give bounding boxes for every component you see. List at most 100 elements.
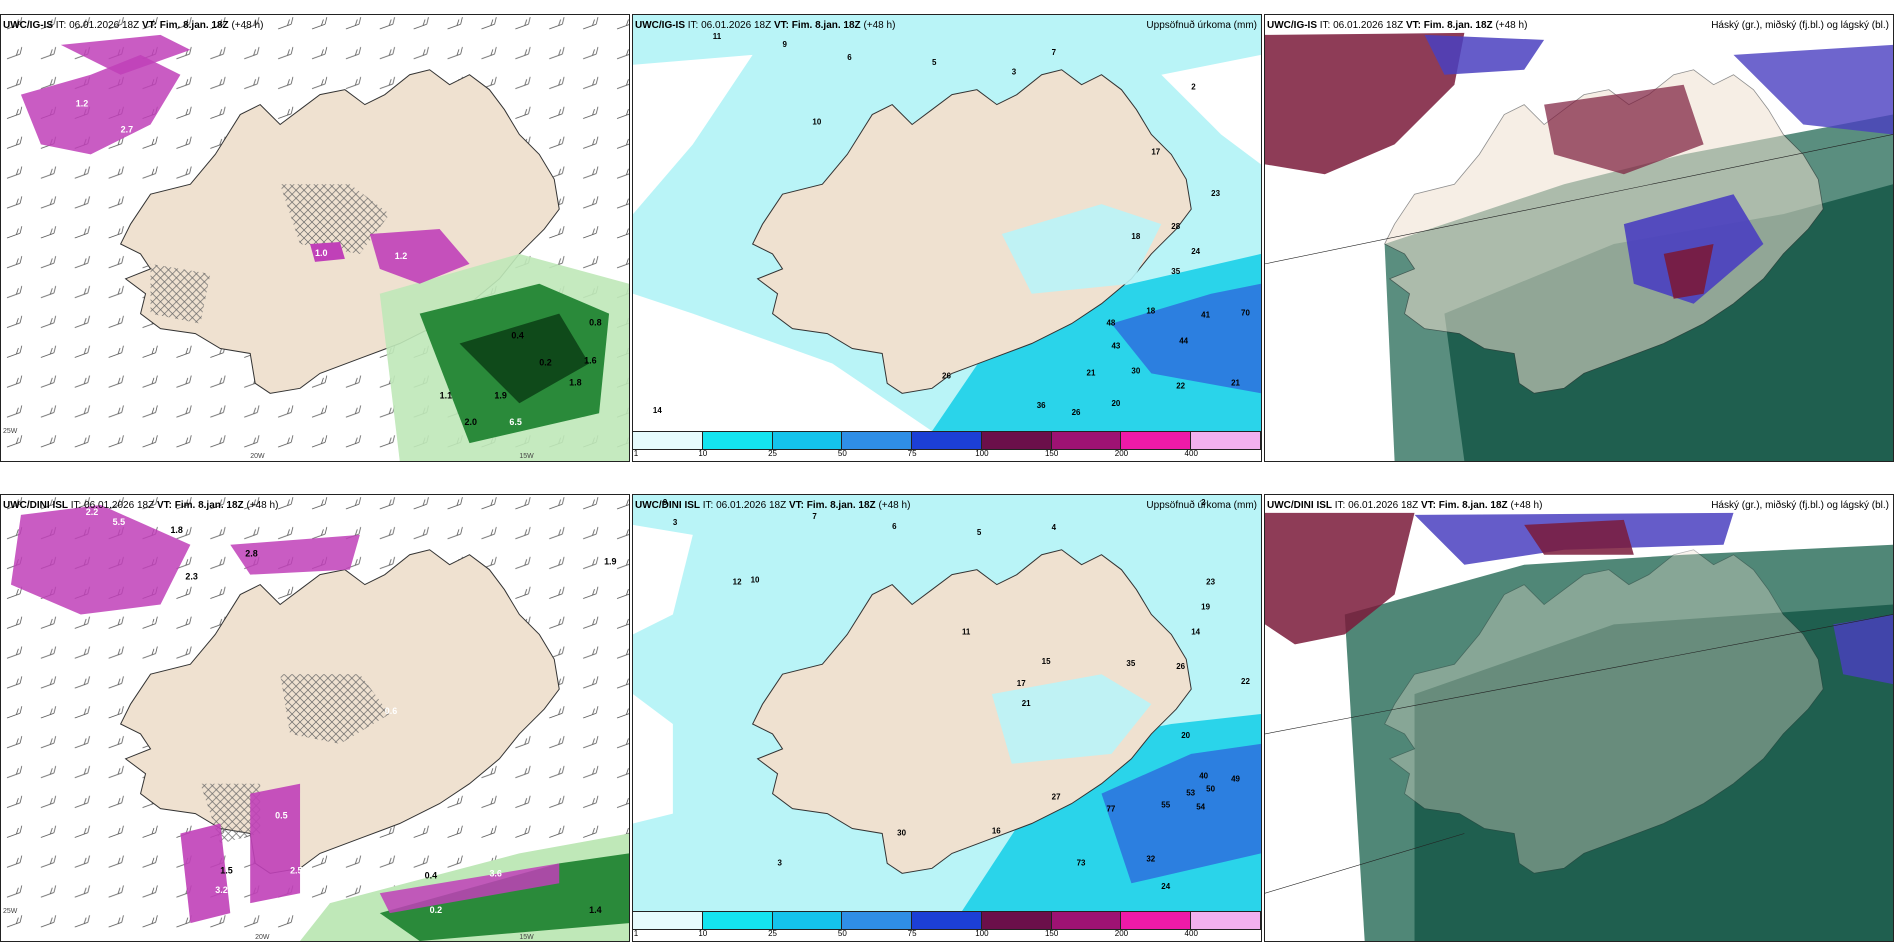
value-label: 3	[673, 518, 678, 527]
value-label: 16	[992, 826, 1001, 835]
value-label: 6	[892, 522, 897, 531]
value-label: 19	[1201, 602, 1210, 611]
value-label: 5.5	[113, 517, 125, 527]
value-label: 49	[1231, 775, 1240, 784]
value-label: 21	[1087, 368, 1096, 377]
legend-swatch	[1121, 912, 1192, 929]
map-wind-snow: 2.7 1.2 1.2 1.0 0.8 1.6 0.2 1.8 1.9 2.0 …	[1, 15, 629, 461]
legend-swatch	[981, 912, 1052, 929]
legend-tick: 10	[698, 929, 708, 938]
value-label: 50	[1206, 785, 1215, 794]
panel-title: UWC/DINI ISL IT: 06.01.2026 18Z VT: Fim.…	[3, 500, 279, 511]
panel-title: UWC/DINI ISL IT: 06.01.2026 18Z VT: Fim.…	[1267, 500, 1543, 511]
legend-swatch	[842, 912, 913, 929]
panel-windsnow-dini: UWC/DINI ISL IT: 06.01.2026 18Z VT: Fim.…	[0, 494, 630, 942]
panel-clouds-igis: UWC/IG-IS IT: 06.01.2026 18Z VT: Fim. 8.…	[1264, 14, 1894, 462]
value-label: 9	[783, 40, 788, 49]
value-label: 0.2	[430, 905, 442, 915]
value-label: 17	[1017, 679, 1026, 688]
value-label: 2	[1201, 498, 1206, 507]
value-label: 21	[1231, 378, 1240, 387]
value-label: 23	[1206, 578, 1215, 587]
legend-tick: 75	[907, 929, 917, 938]
map-clouds	[1265, 15, 1893, 461]
value-label: 1.0	[315, 248, 327, 258]
value-label: 6	[847, 53, 852, 62]
value-label: 2.7	[121, 124, 133, 134]
value-label: 55	[1161, 801, 1170, 810]
value-label: 24	[1191, 247, 1200, 256]
legend-tick: 400	[1184, 929, 1198, 938]
value-label: 26	[942, 371, 951, 380]
value-label: 35	[1171, 267, 1180, 276]
value-label: 1.4	[589, 905, 601, 915]
value-label: 70	[1241, 309, 1250, 318]
value-label: 11	[962, 627, 971, 636]
value-label: 30	[897, 828, 906, 837]
value-label: 0.8	[151, 604, 163, 614]
panel-subtitle: Háský (gr.), miðský (fj.bl.) og lágský (…	[1711, 20, 1889, 31]
value-label: 6.5	[509, 417, 521, 427]
legend-swatch	[1121, 432, 1192, 449]
value-label: 2.2	[86, 507, 98, 517]
value-label: 44	[1179, 337, 1188, 346]
legend-swatch	[1191, 432, 1261, 449]
value-label: 2	[1191, 83, 1196, 92]
panel-subtitle: Uppsöfnuð úrkoma (mm)	[1146, 20, 1257, 31]
value-label: 20	[1111, 399, 1120, 408]
value-label: 17	[1151, 147, 1160, 156]
value-label: 1.5	[220, 865, 232, 875]
legend-swatch	[1051, 912, 1122, 929]
map-wind-snow: 2.2 5.5 1.8 2.3 2.8 1.9 0.8 1.3 0.6 0.5 …	[1, 495, 629, 941]
value-label: 1.8	[569, 377, 581, 387]
value-label: 22	[1241, 677, 1250, 686]
value-label: 18	[1146, 307, 1155, 316]
value-label: 1.8	[170, 525, 182, 535]
legend-swatch	[772, 912, 843, 929]
value-label: 26	[1176, 662, 1185, 671]
value-label: 32	[1146, 854, 1155, 863]
value-label: 20	[1181, 731, 1190, 740]
legend-swatch	[772, 432, 843, 449]
value-label: 1.9	[604, 557, 616, 567]
value-label: 0.4	[511, 331, 523, 341]
legend-tick: 50	[837, 449, 847, 458]
value-label: 2.8	[245, 549, 257, 559]
svg-text:20W: 20W	[255, 934, 270, 941]
panel-precip-igis: UWC/IG-IS IT: 06.01.2026 18Z VT: Fim. 8.…	[632, 14, 1262, 462]
legend-tick: 50	[837, 929, 847, 938]
legend-tick: 200	[1114, 449, 1129, 458]
legend-swatch	[702, 432, 773, 449]
panel-title: UWC/IG-IS IT: 06.01.2026 18Z VT: Fim. 8.…	[1267, 20, 1528, 31]
value-label: 14	[1191, 627, 1200, 636]
svg-text:15W: 15W	[519, 934, 534, 941]
value-label: 1.2	[395, 251, 407, 261]
legend-tick: 1	[633, 449, 639, 458]
value-label: 27	[1052, 793, 1061, 802]
value-label: 18	[1131, 232, 1140, 241]
panel-subtitle: Háský (gr.), miðský (fj.bl.) og lágský (…	[1711, 500, 1889, 511]
legend-swatch	[912, 432, 982, 449]
value-label: 0.4	[425, 870, 437, 880]
value-label: 10	[812, 118, 821, 127]
value-label: 3	[1012, 68, 1017, 77]
legend-tick: 200	[1114, 929, 1129, 938]
svg-text:20W: 20W	[250, 453, 265, 460]
value-label: 7	[1052, 48, 1057, 57]
legend-tick: 1	[633, 929, 639, 938]
value-label: 36	[1037, 401, 1046, 410]
value-label: 53	[1186, 789, 1195, 798]
panel-title: UWC/DINI ISL IT: 06.01.2026 18Z VT: Fim.…	[635, 500, 911, 511]
panel-title: UWC/IG-IS IT: 06.01.2026 18Z VT: Fim. 8.…	[3, 20, 264, 31]
svg-text:25W: 25W	[3, 908, 18, 915]
value-label: 48	[1106, 319, 1115, 328]
legend-tick: 10	[698, 449, 708, 458]
svg-text:25W: 25W	[3, 428, 18, 435]
value-label: 1.1	[440, 390, 452, 400]
value-label: 5	[932, 58, 937, 67]
value-label: 54	[1196, 803, 1205, 812]
value-label: 77	[1106, 805, 1115, 814]
panel-windsnow-igis: UWC/IG-IS IT: 06.01.2026 18Z VT: Fim. 8.…	[0, 14, 630, 462]
value-label: 1.9	[494, 390, 506, 400]
legend-swatch	[1191, 912, 1261, 929]
